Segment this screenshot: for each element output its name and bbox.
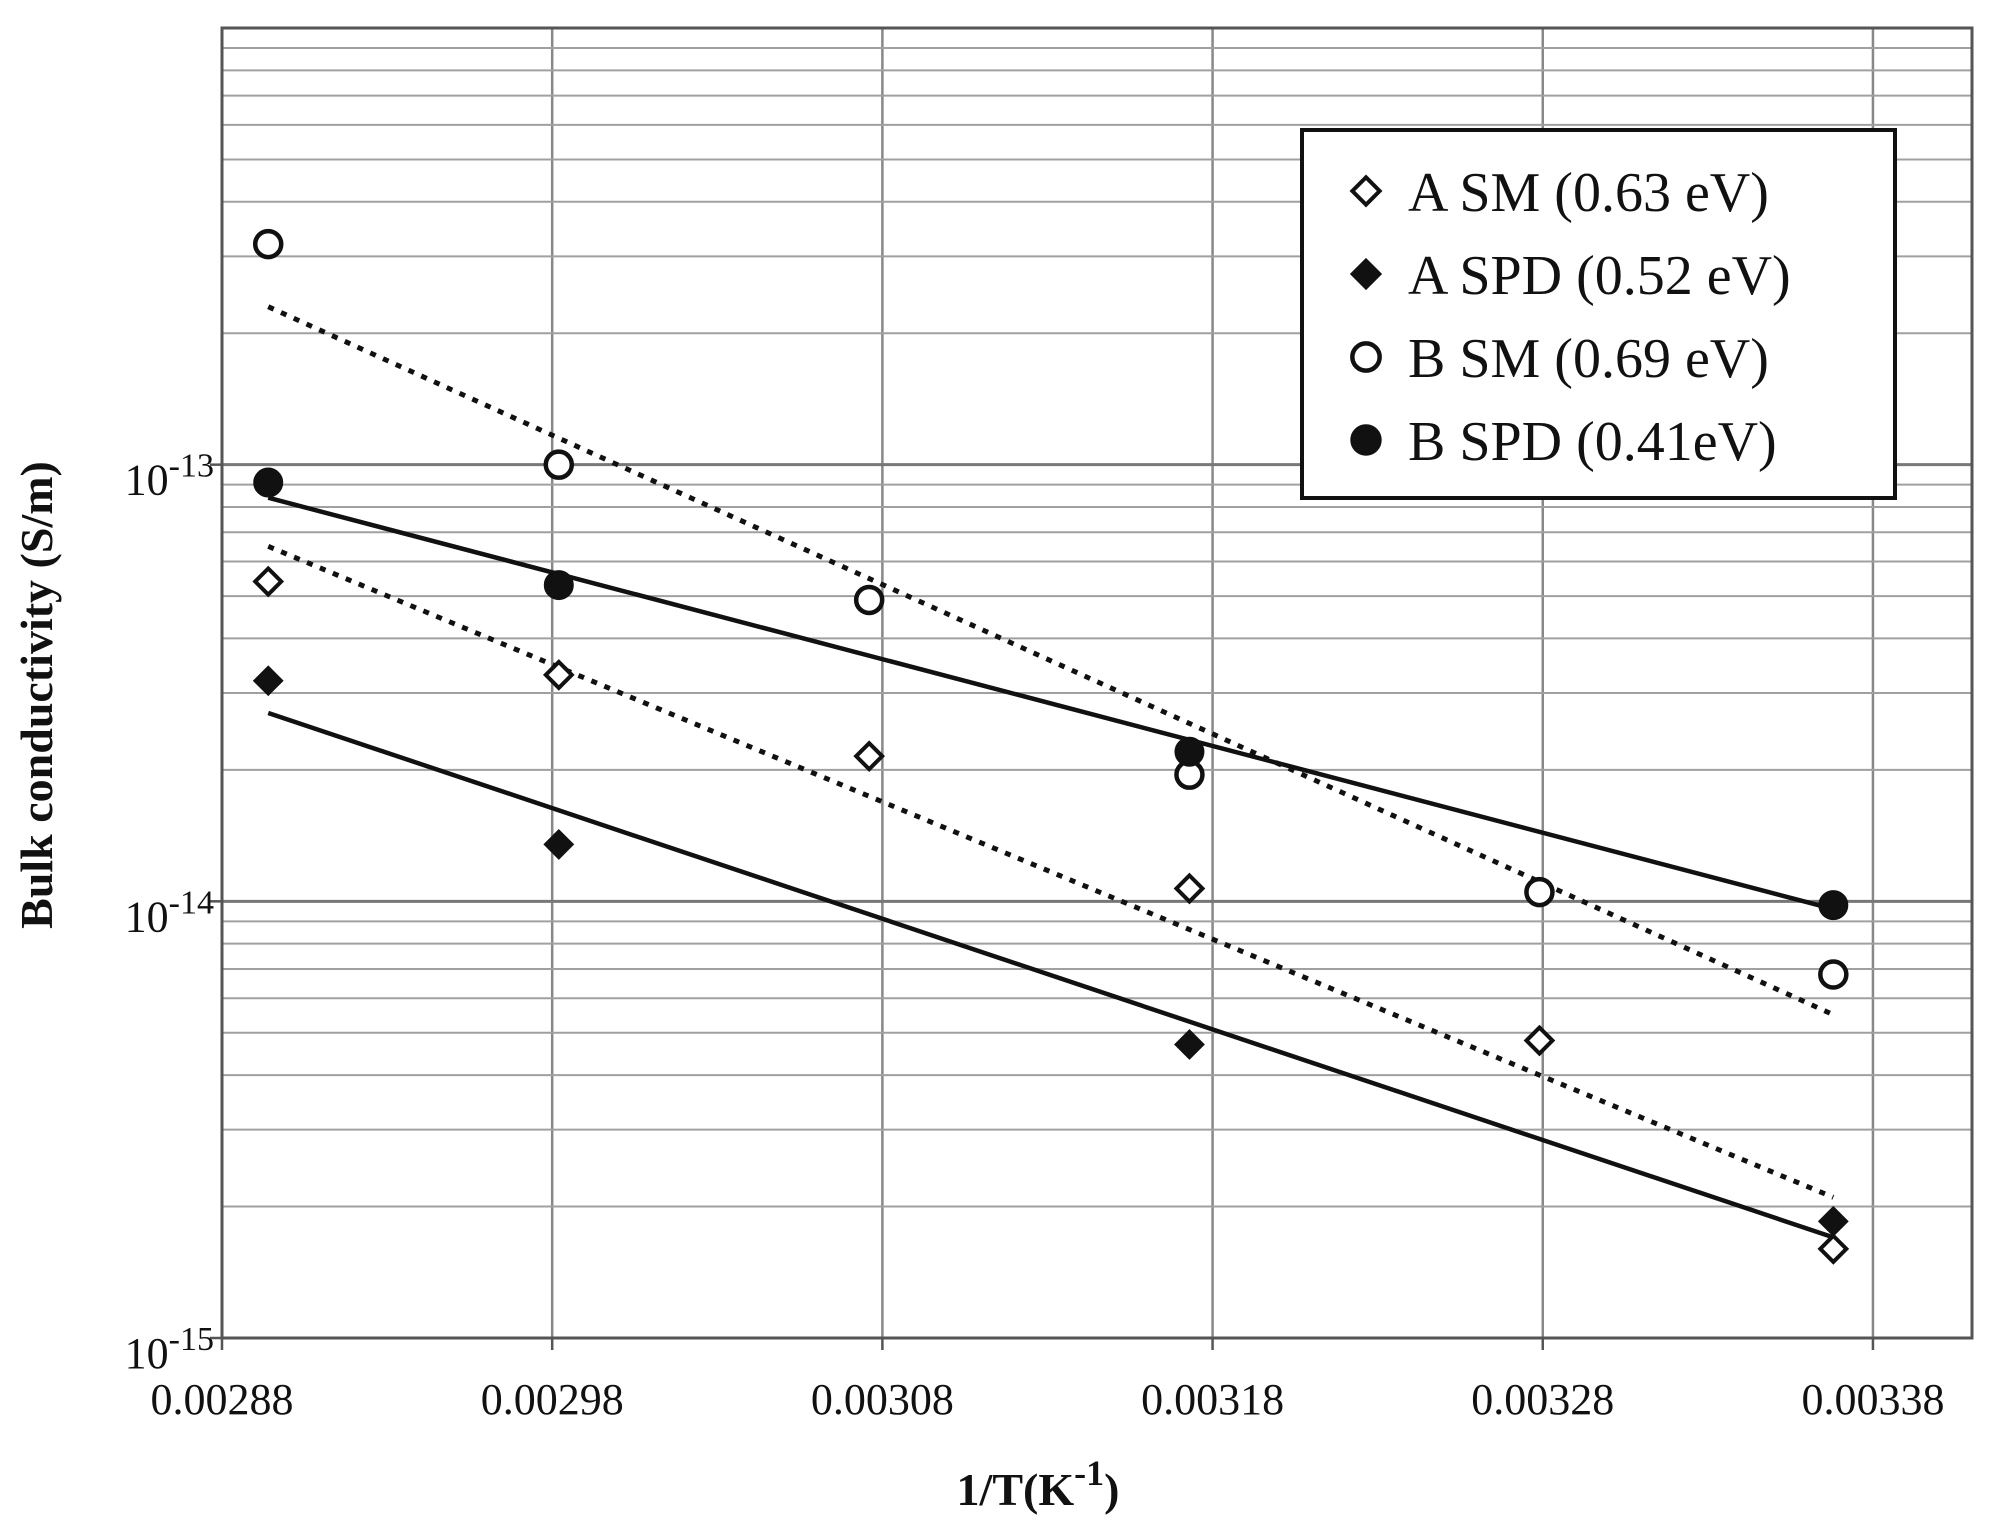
circle-open-marker bbox=[1524, 876, 1555, 908]
y-tick-label: 10-14 bbox=[125, 884, 214, 941]
x-tick-label: 0.00318 bbox=[1141, 1375, 1284, 1424]
circle-filled-marker bbox=[543, 570, 574, 601]
circle-filled-marker bbox=[1350, 424, 1382, 456]
y-axis-label: Bulk conductivity (S/m) bbox=[11, 461, 62, 929]
data-points bbox=[252, 228, 1850, 1265]
legend-label: B SM (0.69 eV) bbox=[1408, 328, 1769, 390]
plot-area bbox=[220, 26, 1974, 1340]
diamond-filled-marker bbox=[252, 665, 284, 697]
fit-lines bbox=[267, 304, 1835, 1240]
diamond-open-marker bbox=[252, 565, 285, 598]
diamond-open-marker bbox=[853, 740, 885, 772]
fit-line bbox=[267, 710, 1835, 1240]
diamond-filled-marker bbox=[543, 829, 575, 860]
diamond-open-marker bbox=[1173, 872, 1206, 905]
circle-open-marker bbox=[543, 449, 575, 480]
circle-open-marker bbox=[1818, 959, 1849, 990]
circle-filled-marker bbox=[253, 467, 284, 498]
fit-line bbox=[267, 495, 1834, 912]
legend-box bbox=[1300, 128, 1897, 500]
diamond-filled-marker bbox=[1817, 1205, 1849, 1237]
x-tick-label: 0.00338 bbox=[1801, 1375, 1944, 1424]
fit-line bbox=[267, 304, 1835, 1017]
legend-label: B SPD (0.41eV) bbox=[1408, 411, 1777, 473]
x-tick-label: 0.00308 bbox=[811, 1375, 954, 1424]
x-axis-label-exponent: -1 bbox=[1074, 1453, 1104, 1493]
x-axis-label-main: 1/T(K bbox=[957, 1464, 1075, 1515]
y-tick-label: 10-15 bbox=[125, 1321, 214, 1378]
circle-open-marker bbox=[1350, 341, 1382, 373]
y-tick-label: 10-13 bbox=[125, 448, 214, 505]
diamond-filled-marker bbox=[1349, 257, 1383, 291]
x-tick-label: 0.00298 bbox=[481, 1375, 624, 1424]
diamond-open-marker bbox=[542, 659, 575, 691]
x-tick-label: 0.00288 bbox=[151, 1375, 294, 1424]
legend: A SM (0.63 eV) A SPD (0.52 eV) B SM (0.69 … bbox=[1300, 128, 1897, 500]
diamond-open-marker bbox=[1349, 174, 1383, 208]
circle-filled-marker bbox=[1818, 890, 1849, 921]
circle-open-marker bbox=[853, 584, 885, 616]
circle-open-marker bbox=[252, 228, 284, 260]
diamond-filled-marker bbox=[1174, 1029, 1205, 1060]
y-axis-ticks: 10-13 10-14 10-15 bbox=[125, 448, 222, 1378]
x-axis-label: 1/T(K-1) bbox=[957, 1453, 1120, 1515]
legend-items: A SM (0.63 eV) A SPD (0.52 eV) B SM (0.69 … bbox=[1349, 162, 1791, 473]
legend-label: A SM (0.63 eV) bbox=[1408, 162, 1769, 224]
diamond-open-marker bbox=[1817, 1233, 1850, 1265]
fit-line bbox=[267, 544, 1835, 1200]
x-axis-ticks: 0.00288 0.00298 0.00308 0.00318 0.00328 0.003… bbox=[151, 1338, 1944, 1424]
circle-filled-marker bbox=[1174, 736, 1205, 767]
legend-label: A SPD (0.52 eV) bbox=[1408, 245, 1791, 307]
x-axis-label-suffix: ) bbox=[1104, 1464, 1119, 1515]
x-tick-label: 0.00328 bbox=[1471, 1375, 1614, 1424]
diamond-open-marker bbox=[1523, 1024, 1556, 1057]
